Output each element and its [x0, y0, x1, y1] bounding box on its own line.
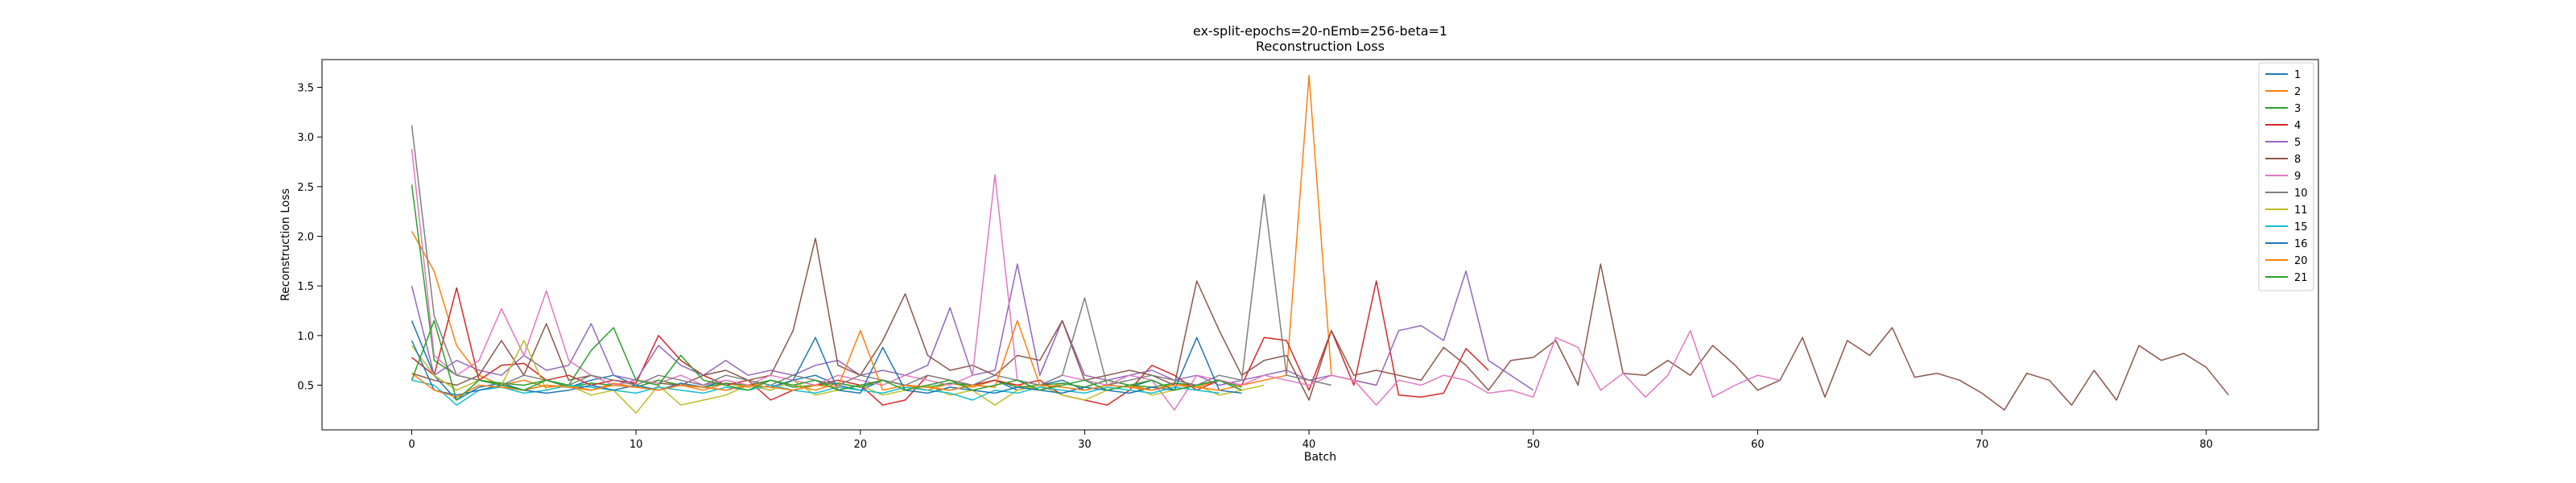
y-tick-label: 2.0: [297, 232, 314, 244]
series-line-20: [411, 320, 1242, 398]
y-tick-label: 1.0: [297, 331, 314, 343]
x-tick-label: 60: [1751, 439, 1765, 451]
x-tick-label: 10: [630, 439, 643, 451]
legend-box: [2258, 62, 2314, 291]
chart-subtitle: Reconstruction Loss: [1256, 39, 1385, 54]
y-tick-label: 3.0: [297, 132, 314, 144]
legend-label-1: 1: [2294, 69, 2301, 81]
legend-label-10: 10: [2294, 188, 2308, 200]
y-axis-label: Reconstruction Loss: [279, 188, 292, 301]
x-tick-label: 50: [1526, 439, 1540, 451]
x-tick-label: 40: [1302, 439, 1316, 451]
legend-label-5: 5: [2294, 137, 2301, 149]
legend-label-3: 3: [2294, 103, 2301, 115]
legend-label-9: 9: [2294, 171, 2301, 183]
legend-label-11: 11: [2294, 204, 2308, 217]
series-line-21: [411, 320, 1242, 401]
x-tick-label: 0: [408, 439, 415, 451]
plot-frame: [321, 59, 2319, 431]
series-line-16: [411, 336, 1242, 396]
plot-lines: [411, 74, 2230, 414]
y-tick-label: 1.5: [297, 281, 314, 293]
legend-label-8: 8: [2294, 154, 2301, 166]
legend-label-21: 21: [2294, 272, 2308, 284]
x-tick-label: 80: [2199, 439, 2213, 451]
legend-label-2: 2: [2294, 86, 2301, 98]
legend-label-20: 20: [2294, 255, 2308, 267]
x-tick-label: 20: [853, 439, 867, 451]
chart-title: ex-split-epochs=20-nEmb=256-beta=1: [1193, 23, 1447, 39]
y-tick-label: 2.5: [297, 182, 314, 194]
y-axis-ticks: 0.5 1.0 1.5 2.0 2.5 3.0 3.5: [297, 83, 322, 393]
series-line-15: [411, 379, 1220, 406]
legend: 1 2 3 4 5 8 9 10 11 15 16 20 21: [2258, 62, 2314, 291]
y-tick-label: 3.5: [297, 83, 314, 95]
x-axis-ticks: 0 10 20 30 40 50 60 70 80: [408, 430, 2213, 451]
legend-label-4: 4: [2294, 120, 2301, 132]
series-line-8: [411, 237, 2230, 411]
legend-label-16: 16: [2294, 238, 2308, 250]
x-tick-label: 70: [1975, 439, 1989, 451]
x-tick-label: 30: [1078, 439, 1092, 451]
y-tick-label: 0.5: [297, 381, 314, 393]
x-axis-label: Batch: [1304, 451, 1336, 464]
legend-label-15: 15: [2294, 221, 2308, 233]
